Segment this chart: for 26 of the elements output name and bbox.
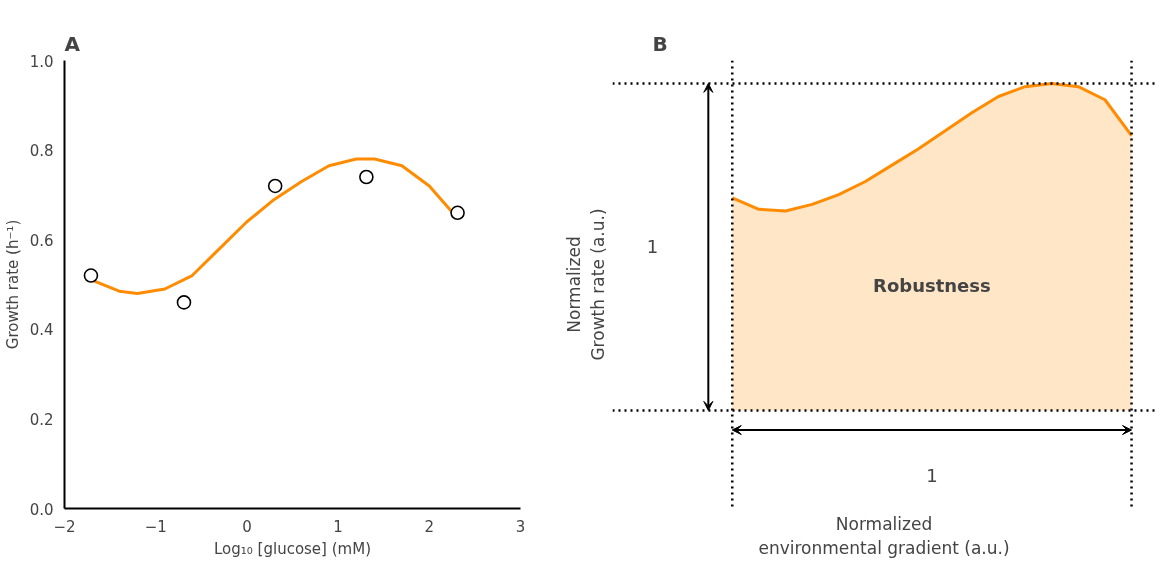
y-tick-label: 0.2 <box>29 410 54 429</box>
x-tick-label: 0 <box>242 517 252 536</box>
point <box>450 205 465 221</box>
annotation: Robustness <box>873 274 991 296</box>
text: 1 <box>646 236 659 258</box>
point <box>83 268 99 283</box>
point <box>359 169 374 185</box>
point <box>267 178 283 194</box>
x-tick-label: 1 <box>333 517 343 536</box>
y-axis-title: Normalized Growth rate (a.u.) <box>563 208 608 361</box>
x-tick-label: −2 <box>53 517 76 536</box>
point <box>176 295 192 310</box>
chart-title: A <box>64 31 81 56</box>
x-axis-title: Log₁₀ [glucose] (mM) <box>214 539 371 558</box>
x-axis-title: Normalized environmental gradient (a.u.) <box>758 513 1010 558</box>
x-tick-label: 3 <box>515 517 526 536</box>
chart-title: B <box>652 31 668 56</box>
y-tick-label: 0.8 <box>29 142 54 161</box>
x-tick-label: 2 <box>424 517 435 536</box>
y-tick-label: 0.0 <box>29 500 54 519</box>
y-tick-label: 0.6 <box>29 231 54 250</box>
y-tick-label: 1.0 <box>29 52 54 71</box>
text: 1 <box>926 465 938 487</box>
x-tick-label: −1 <box>144 517 167 536</box>
y-axis-title: Growth rate (h⁻¹) <box>3 219 22 350</box>
y-tick-label: 0.4 <box>29 321 54 340</box>
